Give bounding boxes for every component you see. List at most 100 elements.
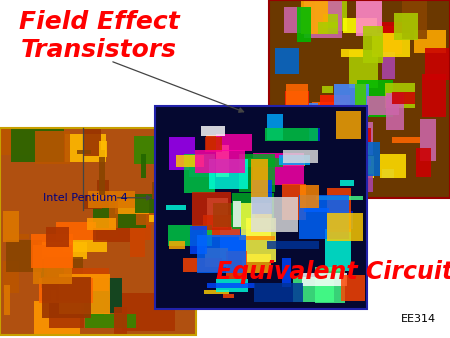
Bar: [152, 182, 195, 199]
Bar: [392, 137, 420, 143]
Bar: [341, 275, 365, 301]
Bar: [88, 191, 135, 208]
Bar: [316, 196, 363, 200]
Bar: [343, 128, 371, 142]
Bar: [77, 299, 104, 316]
Bar: [94, 228, 130, 242]
Bar: [267, 114, 283, 140]
Bar: [0, 129, 36, 154]
Bar: [38, 242, 86, 259]
Bar: [323, 14, 338, 28]
Bar: [192, 192, 231, 231]
Bar: [77, 150, 90, 154]
Bar: [357, 80, 393, 117]
Bar: [213, 203, 253, 227]
Bar: [204, 290, 229, 294]
Bar: [239, 236, 275, 240]
Bar: [284, 7, 310, 33]
Bar: [168, 224, 212, 245]
Bar: [343, 18, 377, 33]
Bar: [135, 194, 169, 213]
Bar: [253, 153, 304, 185]
Bar: [252, 180, 272, 214]
Bar: [134, 136, 183, 164]
Bar: [322, 87, 333, 93]
Bar: [282, 160, 305, 166]
Bar: [337, 111, 361, 139]
Bar: [327, 188, 351, 232]
Bar: [190, 226, 207, 255]
Bar: [342, 177, 356, 190]
Bar: [205, 248, 228, 267]
Bar: [189, 156, 214, 177]
Bar: [302, 1, 328, 34]
Bar: [349, 50, 378, 88]
Bar: [141, 154, 146, 178]
Bar: [3, 261, 19, 293]
Bar: [114, 307, 127, 334]
Bar: [266, 241, 319, 249]
Bar: [252, 197, 298, 232]
Bar: [35, 131, 70, 164]
Bar: [115, 199, 149, 214]
Bar: [169, 218, 195, 250]
Bar: [251, 159, 268, 197]
Bar: [244, 158, 283, 167]
Bar: [34, 300, 80, 334]
Bar: [216, 134, 252, 151]
Bar: [166, 205, 186, 210]
Bar: [153, 186, 189, 193]
Bar: [154, 264, 164, 277]
Bar: [238, 154, 275, 192]
Bar: [216, 145, 229, 177]
Bar: [4, 285, 10, 315]
Bar: [356, 1, 382, 35]
Bar: [242, 254, 270, 273]
Bar: [282, 258, 291, 288]
Bar: [310, 128, 320, 141]
Bar: [99, 150, 105, 195]
Bar: [56, 222, 95, 241]
Bar: [109, 199, 118, 237]
Bar: [320, 95, 350, 125]
Bar: [273, 146, 307, 185]
Bar: [392, 92, 415, 104]
Bar: [335, 146, 369, 154]
Bar: [184, 154, 216, 193]
Bar: [279, 155, 310, 165]
Bar: [420, 119, 436, 161]
Bar: [155, 106, 367, 309]
Bar: [382, 52, 395, 79]
Bar: [216, 280, 248, 292]
Bar: [330, 211, 353, 229]
Bar: [414, 30, 446, 53]
Bar: [97, 180, 108, 209]
Text: Field Effect
Transistors: Field Effect Transistors: [18, 10, 180, 62]
Bar: [356, 159, 371, 166]
Bar: [348, 174, 373, 192]
Bar: [195, 150, 245, 173]
Bar: [367, 96, 399, 116]
Bar: [122, 293, 175, 331]
Bar: [64, 134, 106, 162]
Bar: [355, 156, 374, 177]
Bar: [394, 14, 418, 40]
Bar: [64, 268, 108, 291]
Bar: [424, 48, 449, 80]
Bar: [86, 218, 116, 230]
Bar: [197, 235, 246, 273]
Bar: [44, 257, 83, 290]
Bar: [170, 137, 195, 170]
Bar: [49, 304, 84, 328]
Bar: [351, 143, 380, 176]
Bar: [0, 128, 196, 335]
Bar: [372, 33, 410, 57]
Bar: [86, 314, 135, 329]
Bar: [298, 103, 318, 121]
Bar: [99, 141, 107, 157]
Text: Intel Pentium 4: Intel Pentium 4: [43, 193, 127, 203]
Bar: [4, 234, 29, 239]
Bar: [315, 267, 345, 303]
Bar: [380, 154, 406, 178]
Bar: [290, 138, 302, 171]
